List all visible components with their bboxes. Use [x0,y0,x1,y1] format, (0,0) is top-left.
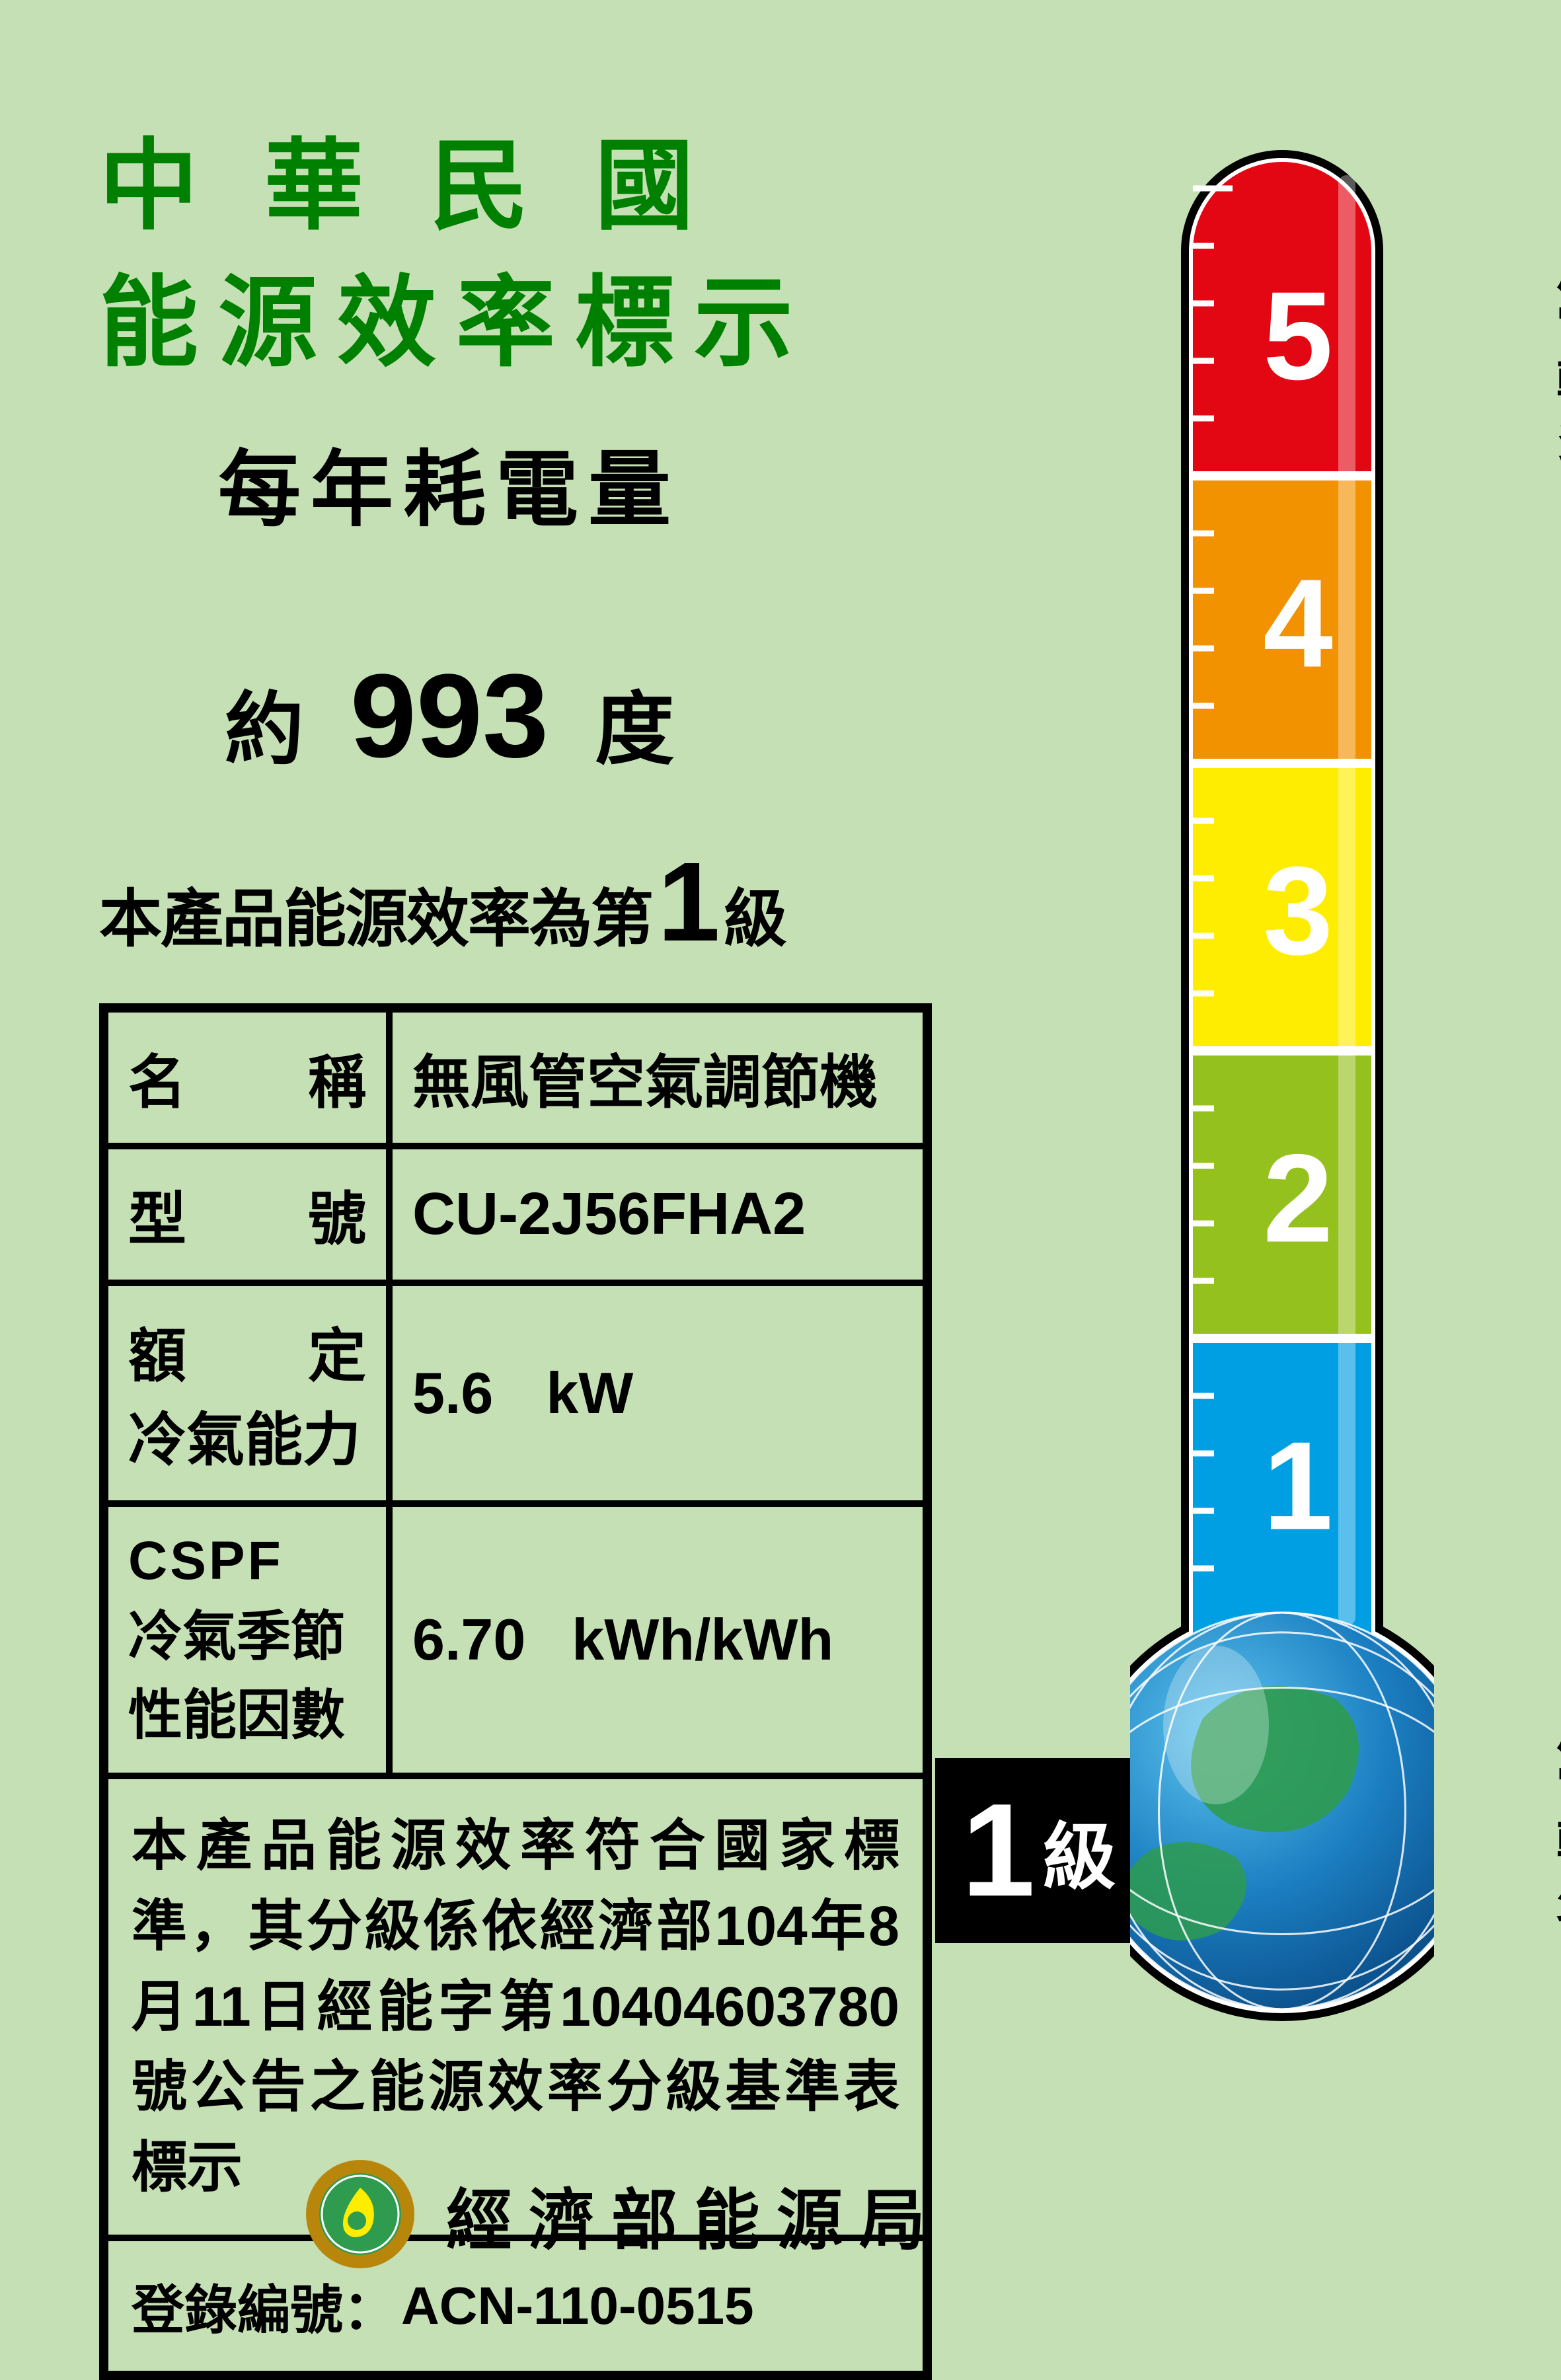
grade-prefix: 本產品能源效率為第 [99,868,652,959]
bureau-name: 經濟部能源局 [446,2167,942,2262]
kwh-value: 993 [350,648,549,785]
svg-text:3: 3 [1263,841,1333,981]
annual-consumption-label: 每年耗電量 [99,422,800,542]
capacity-label: 額定 冷氣能力 [108,1286,393,1500]
arrow-ji: 級 [1043,1798,1116,1903]
kwh-row: 約 993 度 [99,648,800,785]
label-less-power: 用電較少 [1540,1702,1561,1929]
footer: 經濟部能源局 [304,2158,942,2270]
bureau-seal-icon [304,2158,416,2270]
svg-text:5: 5 [1263,266,1333,406]
name-value: 無風管空氣調節機 [393,1013,923,1143]
arrow-number: 1 [962,1775,1035,1927]
capacity-value: 5.6 kW [393,1286,923,1500]
model-value: CU-2J56FHA2 [393,1149,923,1280]
kwh-approx: 約 [225,665,304,780]
kwh-unit: 度 [595,665,674,780]
svg-text:4: 4 [1263,554,1333,694]
grade-suffix: 級 [724,868,786,959]
title-line-1: 中華民國 [99,106,945,249]
grade-number: 1 [658,837,719,967]
label-more-power: 用電較多 [1540,241,1561,469]
model-label: 型號 [108,1149,393,1280]
title-line-2: 能源效率標示 [99,243,945,386]
cspf-value: 6.70 kWh/kWh [393,1507,923,1773]
grade-line: 本產品能源效率為第 1 級 [99,837,945,967]
thermometer: 54321 用電較多 用電較少 [1130,129,1553,2171]
svg-text:2: 2 [1263,1129,1333,1269]
svg-text:1: 1 [1263,1416,1333,1556]
name-label: 名稱 [108,1013,393,1143]
cspf-label: CSPF 冷氣季節 性能因數 [108,1507,393,1773]
